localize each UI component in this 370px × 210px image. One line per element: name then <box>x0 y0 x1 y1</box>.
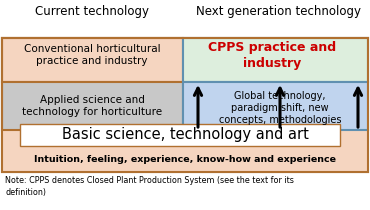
Text: Global technology,
paradigm shift, new
concepts, methodologies: Global technology, paradigm shift, new c… <box>219 91 341 125</box>
Text: Next generation technology: Next generation technology <box>195 5 360 18</box>
Text: Current technology: Current technology <box>35 5 149 18</box>
Text: definition): definition) <box>5 188 46 197</box>
Bar <box>2 38 368 172</box>
Bar <box>183 82 368 130</box>
Text: Applied science and
technology for horticulture: Applied science and technology for horti… <box>22 95 162 117</box>
Bar <box>2 82 183 130</box>
Text: Intuition, feeling, experience, know-how and experience: Intuition, feeling, experience, know-how… <box>34 155 336 164</box>
Text: CPPS practice and
industry: CPPS practice and industry <box>208 42 336 71</box>
Text: Note: CPPS denotes Closed Plant Production System (see the text for its: Note: CPPS denotes Closed Plant Producti… <box>5 176 294 185</box>
Bar <box>2 38 183 82</box>
Bar <box>20 124 340 146</box>
Text: Basic science, technology and art: Basic science, technology and art <box>61 127 309 143</box>
Bar <box>183 38 368 82</box>
Bar <box>2 130 368 172</box>
Bar <box>2 38 368 172</box>
Text: Conventional horticultural
practice and industry: Conventional horticultural practice and … <box>24 44 160 66</box>
